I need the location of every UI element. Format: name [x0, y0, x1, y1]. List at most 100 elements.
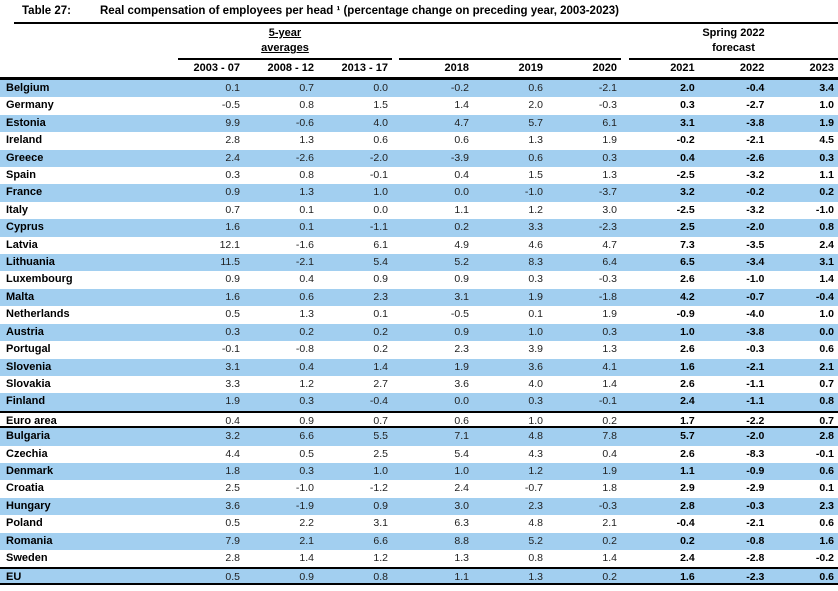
value-cell: 1.9 — [602, 308, 617, 321]
value-cell: 1.3 — [528, 571, 543, 584]
country-name: Greece — [6, 151, 44, 164]
row-segment: Poland 0.5 2.2 3.1 — [0, 515, 392, 532]
row-segment: Denmark 1.8 0.3 1.0 — [0, 462, 392, 481]
row-segment: 2.4 -1.1 0.8 — [629, 393, 838, 411]
value-cell: 0.9 — [454, 273, 469, 286]
column-gap — [392, 306, 399, 323]
forecast-value-cell: 0.6 — [819, 571, 835, 584]
value-cell: 1.3 — [299, 134, 314, 147]
forecast-value-cell: -0.4 — [676, 517, 695, 530]
forecast-value-cell: 1.6 — [819, 534, 835, 547]
column-gap — [621, 288, 629, 307]
column-gap — [392, 202, 399, 219]
value-cell: 2.0 — [528, 99, 543, 112]
value-cell: 1.9 — [602, 464, 617, 477]
table-row: EU 0.5 0.9 0.8 1.1 1.3 0.2 1.6 -2.3 0.6 — [0, 567, 838, 585]
value-cell: 0.5 — [225, 517, 240, 530]
forecast-value-cell: 2.6 — [680, 447, 695, 460]
value-cell: 6.3 — [454, 517, 469, 530]
forecast-value-cell: -8.3 — [746, 447, 765, 460]
forecast-value-cell: -1.0 — [815, 203, 835, 216]
column-gap — [392, 114, 399, 133]
value-cell: 0.9 — [373, 499, 388, 512]
row-segment: Finland 1.9 0.3 -0.4 — [0, 393, 392, 411]
row-segment: 0.6 1.0 0.2 — [399, 410, 621, 429]
forecast-value-cell: 3.4 — [819, 82, 835, 94]
column-gap — [621, 376, 629, 393]
column-header: 2003 - 07 — [193, 62, 240, 74]
forecast-value-cell: 6.5 — [680, 256, 695, 269]
value-cell: 0.7 — [225, 203, 240, 216]
value-cell: -0.1 — [598, 395, 617, 408]
row-segment: 4.9 4.6 4.7 — [399, 237, 621, 254]
column-gap — [621, 97, 629, 114]
row-segment: Malta 1.6 0.6 2.3 — [0, 288, 392, 307]
column-gap — [392, 341, 399, 358]
forecast-value-cell: -2.9 — [746, 482, 765, 495]
table-row: Romania 7.9 2.1 6.6 8.8 5.2 0.2 0.2 -0.8 1.6 — [0, 532, 838, 550]
column-gap — [621, 271, 629, 288]
value-cell: 1.4 — [602, 377, 617, 390]
column-gap — [621, 462, 629, 481]
table-row: Ireland 2.8 1.3 0.6 0.6 1.3 1.9 -0.2 -2.1 4.5 — [0, 132, 838, 149]
value-cell: 2.3 — [454, 343, 469, 356]
value-cell: 4.4 — [225, 447, 240, 460]
row-segment: 1.6 -2.3 0.6 — [629, 567, 838, 585]
value-cell: -0.3 — [598, 273, 617, 286]
row-segment: 3.1 -3.8 1.9 — [629, 114, 838, 133]
row-segment: 1.1 1.3 0.2 — [399, 567, 621, 585]
row-segment: 1.6 -2.1 2.1 — [629, 358, 838, 376]
value-cell: 6.1 — [602, 116, 617, 129]
value-cell: 1.9 — [602, 134, 617, 147]
value-cell: 0.3 — [225, 169, 240, 182]
column-gap — [621, 393, 629, 411]
value-cell: 0.0 — [373, 203, 388, 216]
value-cell: 2.4 — [225, 151, 240, 164]
row-segment: 1.0 -3.8 0.0 — [629, 323, 838, 342]
forecast-value-cell: 2.6 — [680, 343, 695, 356]
table-row: Cyprus 1.6 0.1 -1.1 0.2 3.3 -2.3 2.5 -2.0 0.8 — [0, 219, 838, 237]
table-row: Latvia 12.1 -1.6 6.1 4.9 4.6 4.7 7.3 -3.5 2.4 — [0, 237, 838, 254]
row-segment: -0.9 -4.0 1.0 — [629, 306, 838, 323]
value-cell: 4.0 — [373, 116, 388, 129]
value-cell: 4.1 — [602, 360, 617, 373]
value-cell: 0.3 — [299, 395, 314, 408]
country-name: Cyprus — [6, 221, 44, 234]
row-segment: -2.5 -3.2 -1.0 — [629, 202, 838, 219]
row-segment: Italy 0.7 0.1 0.0 — [0, 202, 392, 219]
column-gap — [392, 446, 399, 463]
value-cell: 0.1 — [373, 308, 388, 321]
table-row: Italy 0.7 0.1 0.0 1.1 1.2 3.0 -2.5 -3.2 -1.0 — [0, 202, 838, 219]
value-cell: 1.8 — [225, 464, 240, 477]
value-cell: 4.8 — [528, 517, 543, 530]
forecast-value-cell: 2.8 — [680, 499, 695, 512]
forecast-value-cell: -0.2 — [676, 134, 695, 147]
forecast-value-cell: 2.4 — [680, 551, 695, 564]
column-gap — [392, 80, 399, 98]
forecast-value-cell: -0.2 — [746, 186, 765, 199]
value-cell: 0.2 — [602, 571, 617, 584]
table-row: Spain 0.3 0.8 -0.1 0.4 1.5 1.3 -2.5 -3.2 1.1 — [0, 167, 838, 184]
value-cell: 0.1 — [299, 203, 314, 216]
value-cell: 2.4 — [454, 482, 469, 495]
table-row: Luxembourg 0.9 0.4 0.9 0.9 0.3 -0.3 2.6 -1.0 1.4 — [0, 271, 838, 288]
value-cell: 1.2 — [299, 377, 314, 390]
value-cell: 1.2 — [373, 551, 388, 564]
row-segment: Cyprus 1.6 0.1 -1.1 — [0, 219, 392, 237]
country-name: France — [6, 186, 43, 199]
column-gap — [621, 515, 629, 532]
column-gap — [392, 288, 399, 307]
value-cell: 0.3 — [299, 464, 314, 477]
forecast-value-cell: -0.4 — [815, 290, 835, 303]
column-gap — [621, 550, 629, 567]
row-segment: 6.3 4.8 2.1 — [399, 515, 621, 532]
row-segment: Luxembourg 0.9 0.4 0.9 — [0, 271, 392, 288]
column-gap — [392, 550, 399, 567]
year-header-segment: 2003 - 07 2008 - 12 2013 - 17 — [0, 60, 392, 80]
value-cell: 0.1 — [225, 82, 240, 94]
column-gap — [392, 149, 399, 168]
forecast-value-cell: 0.1 — [819, 482, 835, 495]
value-cell: -1.6 — [295, 238, 314, 251]
value-cell: -1.0 — [524, 186, 543, 199]
row-segment: 0.4 -2.6 0.3 — [629, 149, 838, 168]
